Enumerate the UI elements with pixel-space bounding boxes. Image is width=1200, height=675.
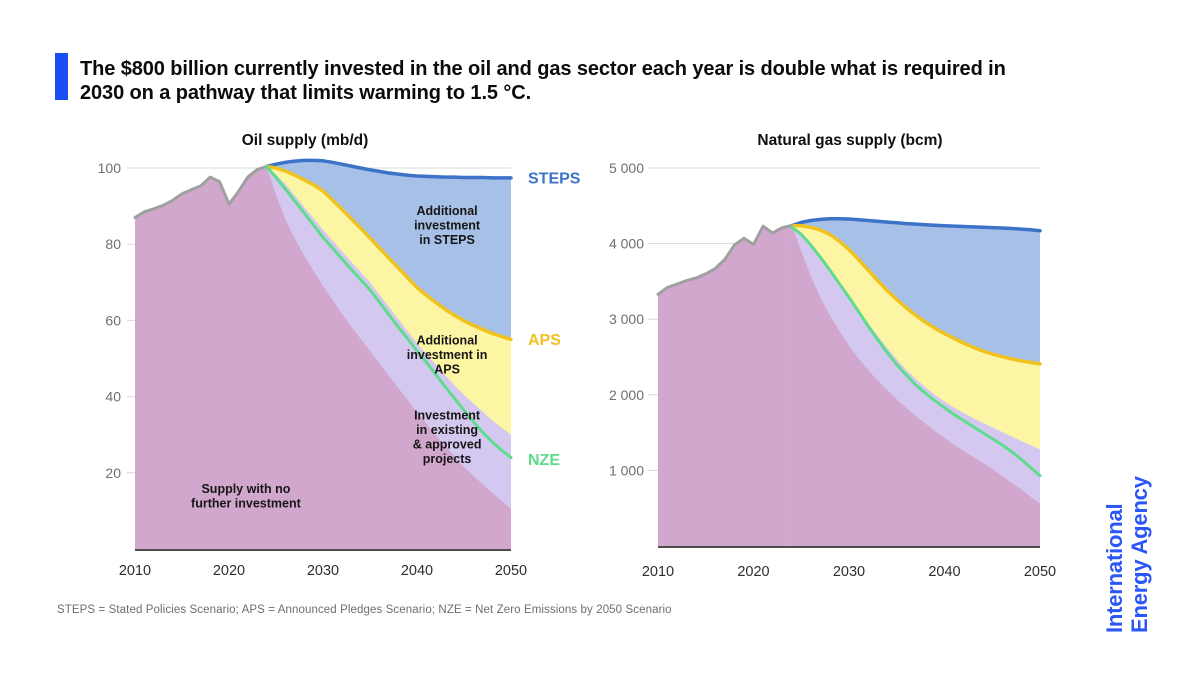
svg-text:2030: 2030: [833, 564, 865, 580]
line-APS: [264, 164, 513, 342]
scenario-label-aps: APS: [528, 332, 561, 349]
svg-text:40: 40: [105, 389, 121, 405]
annotations: Additional investment in STEPS Additional in…: [191, 204, 487, 510]
iea-logo-line1: International: [1102, 503, 1127, 633]
svg-text:2020: 2020: [737, 564, 769, 580]
svg-text:5 000: 5 000: [609, 160, 644, 176]
natural-gas-supply-chart: 5 000 4 000 3 000 2 000 1 000 Natural gas sup…: [590, 128, 1150, 615]
svg-text:2020: 2020: [213, 563, 245, 579]
x-axis-labels: 2010 2020 2030 2040 2050: [119, 563, 527, 579]
scenario-labels: STEPS APS NZE: [528, 170, 581, 469]
svg-text:2050: 2050: [495, 563, 527, 579]
svg-text:2010: 2010: [642, 564, 674, 580]
area-supply-no-further-investment: [266, 166, 511, 549]
chart-svg: 5 000 4 000 3 000 2 000 1 000 Natural gas sup…: [609, 132, 1056, 580]
svg-text:4 000: 4 000: [609, 236, 644, 252]
line-historical: [656, 224, 794, 296]
iea-logo: International Energy Agency: [1102, 476, 1152, 633]
area-historical: [658, 225, 792, 546]
oil-supply-chart: 100 80 60 40 20 Oil supply (mb/d) 2010 2020 2030…: [55, 128, 600, 615]
y-axis-labels: 5 000 4 000 3 000 2 000 1 000: [609, 160, 644, 478]
area-historical: [135, 166, 267, 549]
svg-text:2030: 2030: [307, 563, 339, 579]
title-accent-bar: [55, 53, 68, 100]
chart-svg: 100 80 60 40 20 Oil supply (mb/d) 2010 2020 2030…: [98, 132, 581, 579]
series-lines: [133, 158, 513, 460]
svg-text:2050: 2050: [1024, 564, 1056, 580]
svg-text:2 000: 2 000: [609, 387, 644, 403]
line-NZE: [790, 225, 1042, 478]
svg-text:2040: 2040: [928, 564, 960, 580]
annotation-investment: Investment in existing & approved projects: [413, 408, 482, 466]
slide-title: The $800 billion currently invested in t…: [80, 58, 1006, 105]
scenario-label-nze: NZE: [528, 452, 560, 469]
line-STEPS: [264, 158, 513, 180]
chart-title: Natural gas supply (bcm): [757, 132, 942, 149]
y-axis-labels: 100 80 60 40 20: [98, 160, 122, 481]
svg-text:3 000: 3 000: [609, 311, 644, 327]
svg-text:1 000: 1 000: [609, 462, 644, 478]
chart-title: Oil supply (mb/d): [242, 132, 369, 149]
x-axis-labels: 2010 2020 2030 2040 2050: [642, 564, 1056, 580]
line-APS: [789, 223, 1042, 366]
line-STEPS: [789, 216, 1042, 233]
series-lines: [656, 216, 1042, 478]
area-supply-no-further-investment: [791, 225, 1040, 546]
svg-text:20: 20: [105, 465, 121, 481]
svg-text:100: 100: [98, 160, 122, 176]
annotation-additional: Additional investment in APS: [407, 334, 488, 377]
svg-text:2040: 2040: [401, 563, 433, 579]
iea-logo-line2: Energy Agency: [1126, 476, 1152, 633]
annotation-supply-with-no: Supply with no further investment: [191, 482, 302, 511]
area-fills: [135, 160, 511, 549]
annotation-additional: Additional investment in STEPS: [414, 204, 481, 247]
svg-text:2010: 2010: [119, 563, 151, 579]
svg-text:80: 80: [105, 236, 121, 252]
footnote: STEPS = Stated Policies Scenario; APS = …: [57, 604, 672, 616]
line-historical: [133, 165, 269, 219]
scenario-label-steps: STEPS: [528, 170, 581, 187]
line-NZE: [265, 165, 513, 460]
svg-text:60: 60: [105, 312, 121, 328]
